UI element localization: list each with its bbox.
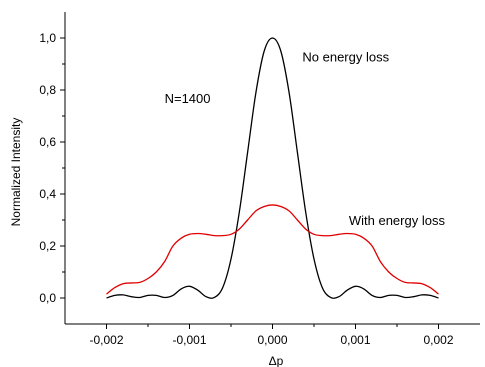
y-tick-label: 1,0 bbox=[39, 31, 56, 45]
x-tick-label: -0,002 bbox=[89, 333, 123, 347]
plot-area: 0,0 0,2 0,4 0,6 0,8 1,0 -0,002 -0,001 0,000 0,00… bbox=[39, 12, 480, 347]
series-line-0 bbox=[106, 37, 439, 299]
y-tick-label: 0,6 bbox=[39, 135, 56, 149]
x-tick-label: 0,001 bbox=[340, 333, 370, 347]
x-ticks: -0,002 -0,001 0,000 0,001 0,002 bbox=[89, 324, 454, 347]
y-tick-label: 0,8 bbox=[39, 83, 56, 97]
x-tick-label: 0,002 bbox=[423, 333, 453, 347]
x-axis-title: Δp bbox=[269, 354, 284, 367]
annotations: N=1400 No energy loss With energy loss bbox=[165, 49, 446, 228]
y-tick-label: 0,4 bbox=[39, 187, 56, 201]
x-tick-label: -0,001 bbox=[172, 333, 206, 347]
annotation-label: With energy loss bbox=[349, 213, 446, 228]
series-layer bbox=[106, 37, 439, 299]
y-axis-title: Normalized Intensity bbox=[9, 118, 23, 227]
y-tick-label: 0,2 bbox=[39, 239, 56, 253]
series-line-1 bbox=[106, 204, 439, 295]
annotation-label: N=1400 bbox=[165, 91, 211, 106]
annotation-label: No energy loss bbox=[302, 49, 389, 64]
y-tick-label: 0,0 bbox=[39, 291, 56, 305]
y-ticks: 0,0 0,2 0,4 0,6 0,8 1,0 bbox=[39, 31, 65, 305]
x-tick-label: 0,000 bbox=[257, 333, 287, 347]
